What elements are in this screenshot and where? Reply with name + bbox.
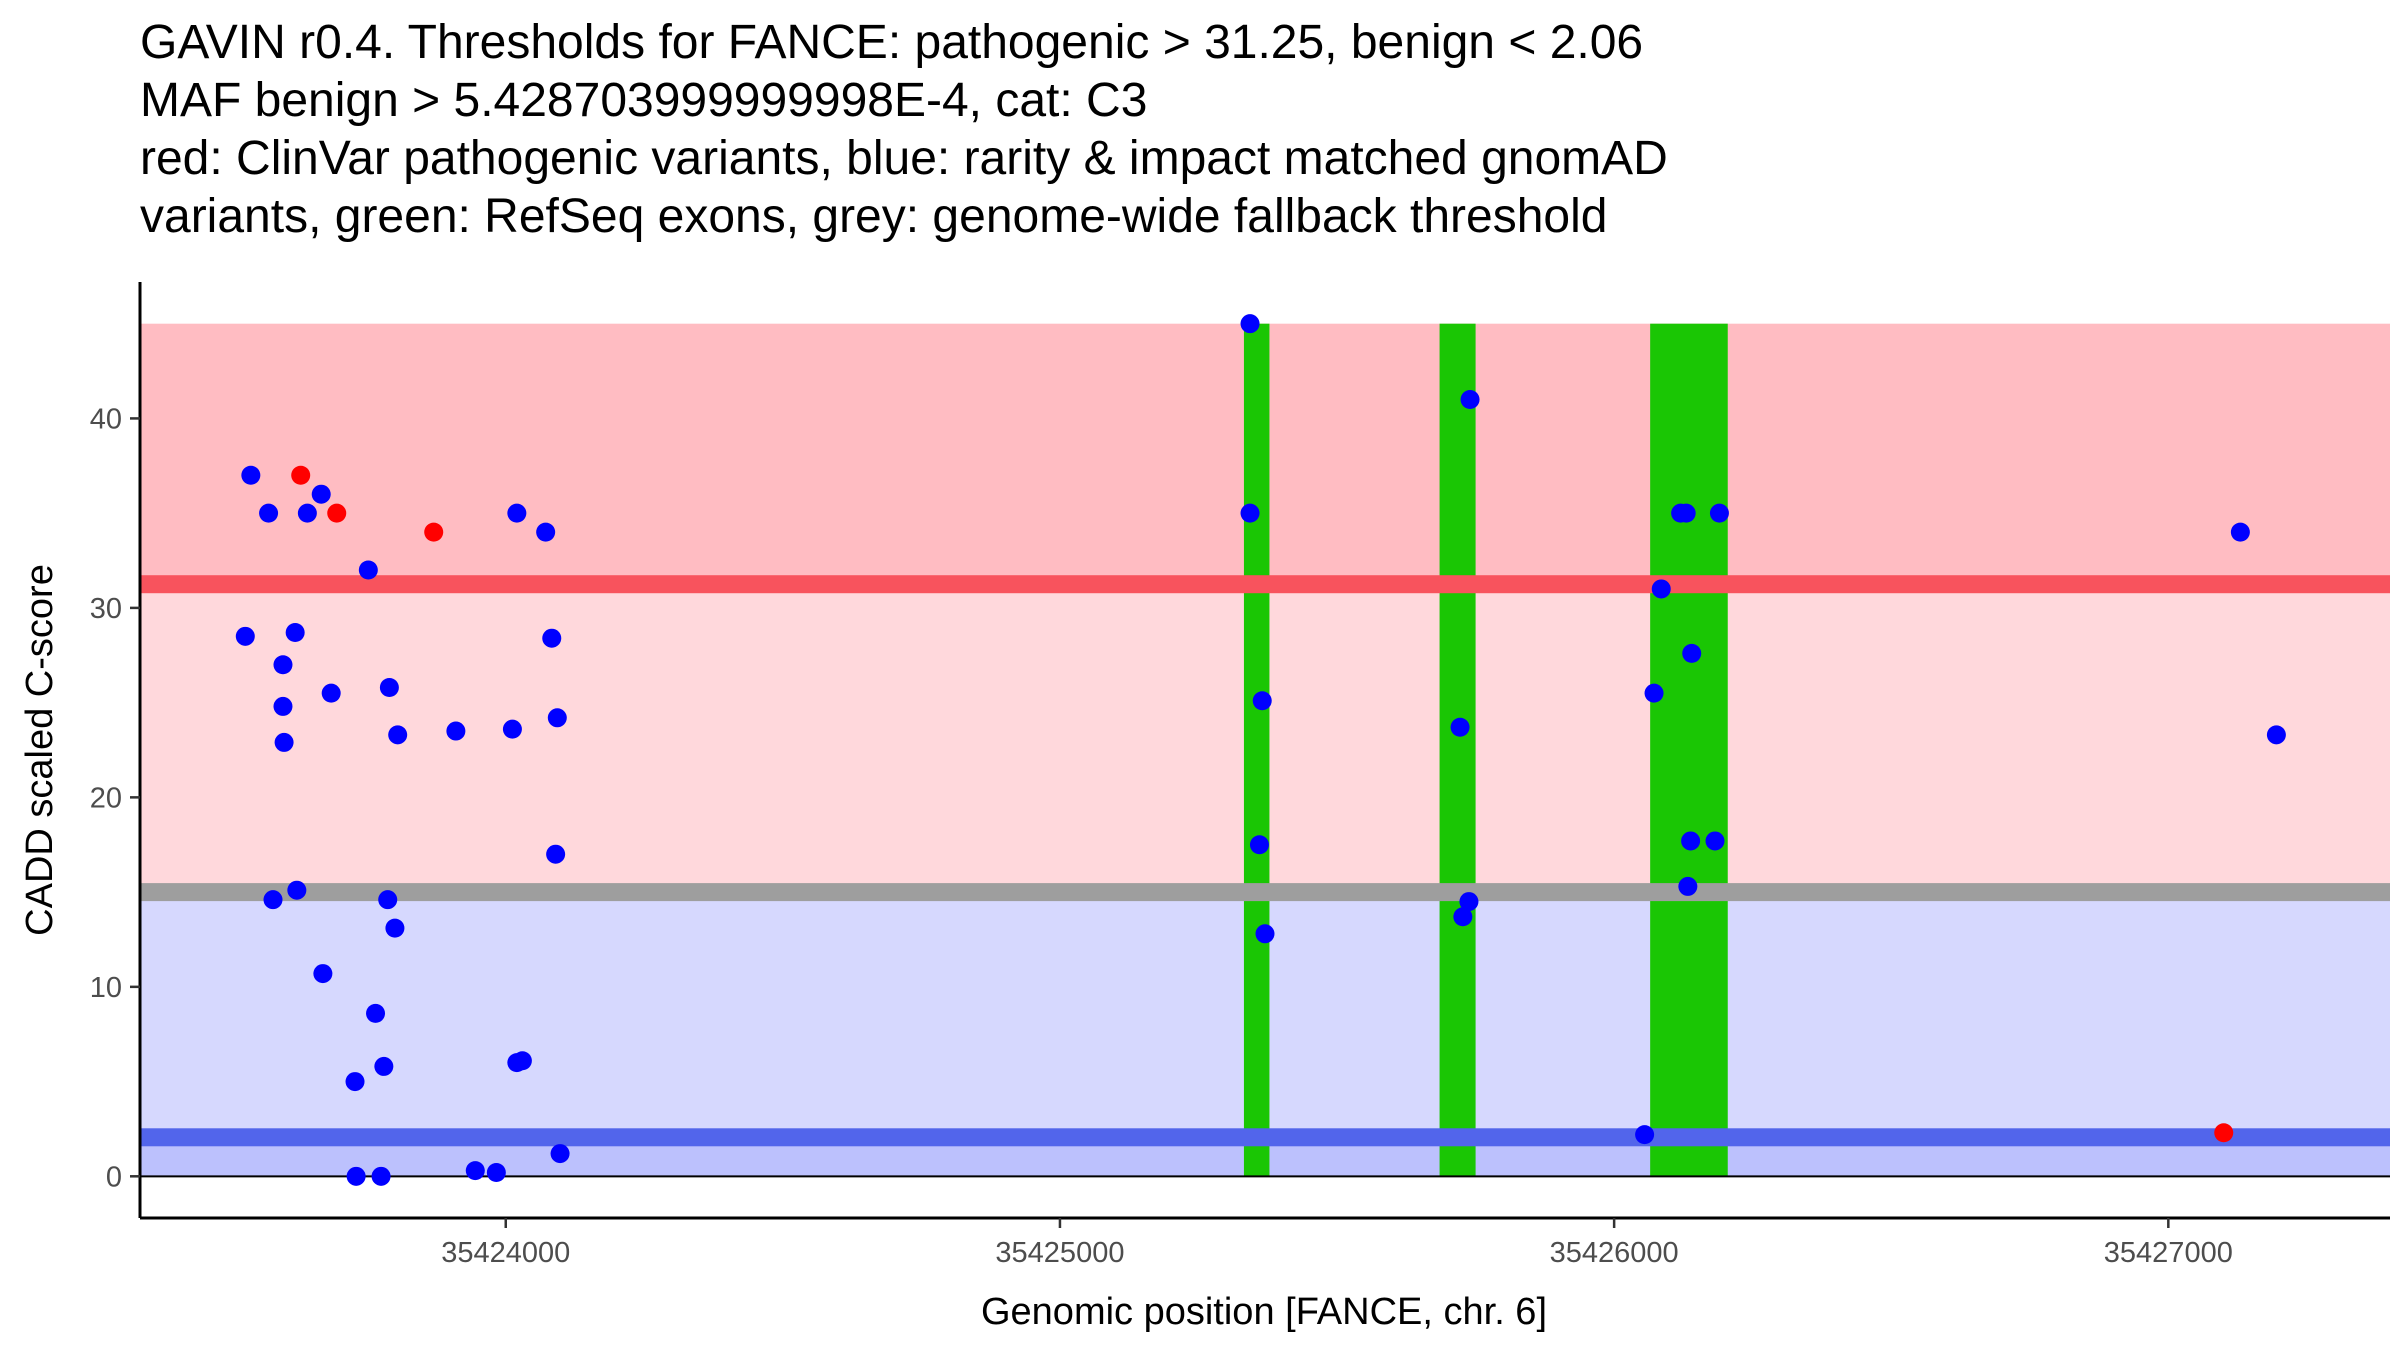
gnomad-point-41 — [1460, 389, 1480, 409]
clinvar-point-1 — [291, 465, 311, 485]
gnomad-point-20 — [546, 844, 566, 864]
clinvar-point-3 — [424, 522, 444, 542]
gnomad-point-47 — [1709, 503, 1729, 523]
gnomad-point-5 — [358, 560, 378, 580]
y-tick-label-30: 30 — [90, 593, 122, 625]
gnomad-point-6 — [507, 503, 527, 523]
gnomad-point-49 — [1682, 643, 1702, 663]
gnomad-point-55 — [2230, 522, 2250, 542]
gnomad-point-48 — [1651, 579, 1671, 599]
title-line-2: MAF benign > 5.428703999999998E-4, cat: … — [140, 74, 1148, 127]
gnomad-point-39 — [1249, 835, 1269, 855]
gnomad-point-42 — [1450, 717, 1470, 737]
exon-bar-2 — [1439, 323, 1476, 1177]
gnomad-point-54 — [1635, 1125, 1655, 1145]
gnomad-point-31 — [550, 1144, 570, 1164]
y-tick-label-10: 10 — [90, 972, 122, 1004]
y-axis-title: CADD scaled C-score — [19, 564, 61, 936]
gnomad-point-28 — [345, 1072, 365, 1092]
threshold-lines — [140, 575, 2390, 1178]
gnomad-point-35 — [371, 1166, 391, 1186]
title-line-4: variants, green: RefSeq exons, grey: gen… — [140, 190, 1608, 243]
x-tick-label-4: 35427000 — [2104, 1237, 2233, 1269]
gnomad-point-52 — [1705, 831, 1725, 851]
variant-points — [235, 314, 2286, 1186]
gnomad-point-15 — [274, 732, 294, 752]
gnomad-point-12 — [379, 677, 399, 697]
gnomad-point-19 — [542, 628, 562, 648]
fallback-threshold-line — [140, 883, 2390, 902]
gnomad-point-4 — [311, 484, 331, 504]
gnomad-point-50 — [1644, 683, 1664, 703]
exon-bars — [1243, 323, 1728, 1177]
gnomad-point-10 — [273, 655, 293, 675]
gnomad-point-34 — [346, 1166, 366, 1186]
gnomad-point-27 — [374, 1056, 394, 1076]
y-tick-label-20: 20 — [90, 782, 122, 814]
gnomad-point-38 — [1252, 691, 1272, 711]
gnomad-point-40 — [1255, 924, 1275, 944]
gnomad-point-14 — [388, 725, 408, 745]
axes: 0 10 20 30 40 35424000 35425000 35426000 3542700… — [90, 282, 2390, 1269]
gnomad-point-25 — [313, 964, 333, 984]
gnomad-point-23 — [378, 890, 398, 910]
title-line-1: GAVIN r0.4. Thresholds for FANCE: pathog… — [140, 16, 1644, 69]
x-tick-label-1: 35424000 — [441, 1237, 570, 1269]
gnomad-point-46 — [1676, 503, 1696, 523]
gnomad-point-26 — [366, 1003, 386, 1023]
pathogenic-threshold-line — [140, 575, 2390, 594]
gnomad-point-3 — [297, 503, 317, 523]
gnomad-point-2 — [259, 503, 279, 523]
gnomad-point-33 — [486, 1163, 506, 1183]
gnomad-point-36 — [1240, 314, 1260, 334]
gnomad-point-16 — [446, 721, 466, 741]
x-tick-label-2: 35425000 — [995, 1237, 1124, 1269]
clinvar-point-4 — [2214, 1123, 2234, 1143]
gnomad-point-56 — [2266, 725, 2286, 745]
gnomad-point-17 — [502, 719, 522, 739]
exon-bar-1 — [1243, 323, 1270, 1177]
x-tick-label-3: 35426000 — [1550, 1237, 1679, 1269]
gnomad-point-11 — [321, 683, 341, 703]
gnomad-point-53 — [1678, 876, 1698, 896]
gnomad-point-43 — [1459, 892, 1479, 912]
y-tick-label-0: 0 — [106, 1161, 122, 1193]
benign-threshold-line — [140, 1128, 2390, 1147]
gnomad-point-44 — [1453, 907, 1473, 927]
gnomad-point-8 — [235, 626, 255, 646]
gnomad-point-32 — [465, 1161, 485, 1181]
gnomad-point-30 — [512, 1051, 532, 1071]
chart-title: GAVIN r0.4. Thresholds for FANCE: pathog… — [140, 14, 2340, 246]
gnomad-point-51 — [1681, 831, 1701, 851]
gnomad-point-13 — [273, 696, 293, 716]
exon-bar-3 — [1650, 323, 1728, 1177]
x-axis-title: Genomic position [FANCE, chr. 6] — [981, 1291, 1547, 1333]
gnomad-point-1 — [241, 465, 261, 485]
gnomad-point-24 — [385, 918, 405, 938]
gnomad-point-18 — [547, 708, 567, 728]
clinvar-point-2 — [327, 503, 347, 523]
gnomad-point-22 — [287, 880, 307, 900]
gnomad-point-9 — [285, 623, 305, 643]
gnomad-point-21 — [263, 890, 283, 910]
y-tick-label-40: 40 — [90, 403, 122, 435]
gnomad-point-37 — [1240, 503, 1260, 523]
title-line-3: red: ClinVar pathogenic variants, blue: … — [140, 132, 1668, 185]
gnomad-point-7 — [536, 522, 556, 542]
